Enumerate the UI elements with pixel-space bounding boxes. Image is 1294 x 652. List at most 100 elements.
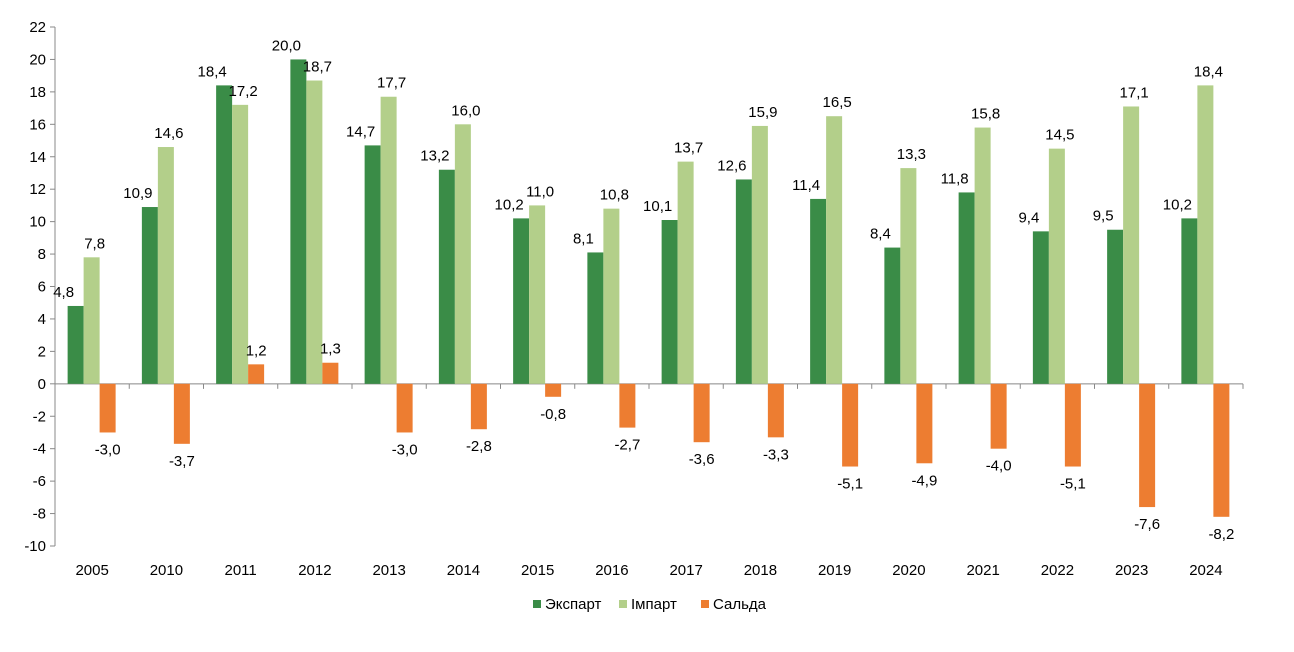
data-label: -3,0 [392,441,418,458]
data-label: 18,4 [198,63,227,80]
bar-Сальда-2013 [396,383,413,433]
data-label: 10,1 [643,198,672,215]
bar-Сальда-2018 [767,383,784,438]
x-tick-label: 2011 [224,562,256,579]
bars [67,59,1230,517]
legend-label: Сальда [713,596,767,613]
bar-Імпарт-2010 [157,147,174,384]
y-tick-label: 18 [29,84,46,101]
bar-Экспарт-2011 [216,85,233,384]
bar-Імпарт-2019 [826,116,843,384]
data-label: -4,9 [911,472,937,489]
bar-Імпарт-2011 [232,104,249,384]
data-label: 13,7 [674,140,703,157]
y-tick-label: -10 [24,538,46,555]
data-label: 7,8 [84,235,105,252]
y-tick-label: 0 [38,376,46,393]
data-label: 8,4 [870,226,891,243]
legend-swatch [701,600,709,608]
data-labels: 4,8 10,9 18,4 20,0 14,7 13,2 10,2 8,1 10,1 12,6 11… [53,37,1234,542]
data-label: -5,1 [837,476,863,493]
data-label: 1,2 [246,342,267,359]
x-tick-label: 2010 [150,562,183,579]
data-label: 10,8 [600,187,629,204]
data-label: 16,5 [823,94,852,111]
y-tick-label: 20 [29,51,46,68]
bar-Імпарт-2018 [751,125,768,384]
legend-item: Экспарт [533,596,601,613]
x-tick-label: 2012 [298,562,331,579]
bar-Экспарт-2012 [290,59,307,384]
bar-Экспарт-2023 [1107,229,1124,384]
data-label: -4,0 [986,458,1012,475]
y-tick-label: 12 [29,181,46,198]
bar-Экспарт-2010 [141,207,158,384]
data-label: 14,5 [1045,127,1074,144]
y-tick-label: 4 [38,311,46,328]
bar-Імпарт-2012 [306,80,323,384]
y-tick-label: 10 [29,214,46,231]
data-label: 9,5 [1093,208,1114,225]
data-label: 18,4 [1194,63,1223,80]
bar-Імпарт-2022 [1048,148,1065,384]
legend-swatch [533,600,541,608]
x-tick-label: 2022 [1041,562,1074,579]
bar-Сальда-2021 [990,383,1007,449]
y-tick-label: -8 [33,506,46,523]
y-tick-label: -6 [33,473,46,490]
data-label: -3,6 [689,451,715,468]
data-label: 8,1 [573,230,594,247]
data-label: -5,1 [1060,476,1086,493]
x-tick-label: 2024 [1189,562,1222,579]
bar-Экспарт-2005 [67,305,84,384]
bar-Экспарт-2016 [587,252,604,384]
bar-Сальда-2010 [173,383,190,444]
bar-Імпарт-2021 [974,127,991,384]
y-tick-label: 16 [29,116,46,133]
data-label: -8,2 [1208,526,1234,543]
data-label: 13,2 [420,148,449,165]
bar-Экспарт-2014 [438,169,455,384]
legend-label: Імпарт [631,596,677,613]
data-label: 12,6 [717,157,746,174]
legend-swatch [619,600,627,608]
bar-Імпарт-2015 [529,205,546,384]
data-label: -7,6 [1134,516,1160,533]
data-label: 11,4 [792,177,820,194]
bar-Імпарт-2014 [454,124,471,384]
data-label: -2,8 [466,438,492,455]
bar-Сальда-2020 [916,383,933,464]
bar-Экспарт-2021 [958,192,975,384]
bar-Экспарт-2015 [513,218,530,384]
data-label: 14,6 [154,125,183,142]
data-label: 17,7 [377,75,406,92]
data-label: 15,8 [971,106,1000,123]
data-label: -2,7 [614,437,640,454]
data-label: -0,8 [540,406,566,423]
bar-Экспарт-2017 [661,220,678,384]
x-tick-label: 2017 [669,562,702,579]
data-label: 17,1 [1120,84,1149,101]
bar-Сальда-2011 [248,364,265,384]
x-tick-label: 2019 [818,562,851,579]
data-label: 4,8 [53,284,74,301]
bar-Экспарт-2022 [1032,231,1049,384]
data-label: 1,3 [320,341,341,358]
x-tick-label: 2018 [744,562,777,579]
x-tick-label: 2023 [1115,562,1148,579]
data-label: 16,0 [451,102,480,119]
data-label: 10,2 [495,196,524,213]
x-tick-label: 2016 [595,562,628,579]
bar-Сальда-2014 [470,383,487,430]
x-tick-label: 2021 [966,562,999,579]
bar-Імпарт-2020 [900,168,917,384]
x-tick-label: 2013 [372,562,405,579]
bar-Сальда-2012 [322,362,339,384]
legend-item: Сальда [701,596,767,613]
bar-Імпарт-2023 [1123,106,1140,384]
data-label: 11,0 [526,183,554,200]
bar-Сальда-2017 [693,383,710,443]
data-label: 20,0 [272,37,301,54]
x-tick-label: 2020 [892,562,925,579]
legend-item: Імпарт [619,596,677,613]
